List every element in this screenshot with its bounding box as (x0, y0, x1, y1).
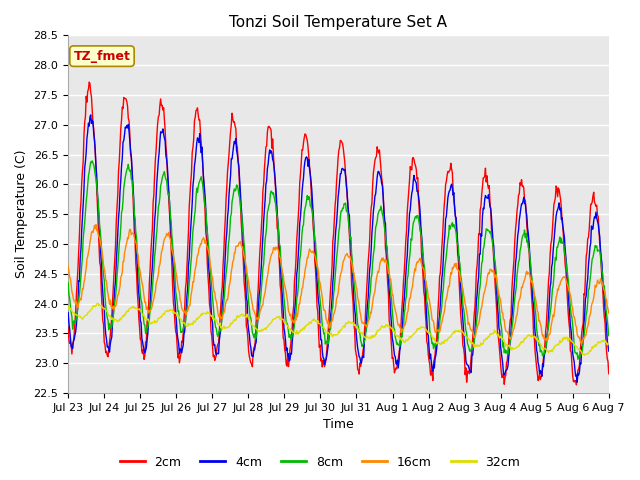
Text: TZ_fmet: TZ_fmet (74, 49, 131, 63)
Title: Tonzi Soil Temperature Set A: Tonzi Soil Temperature Set A (230, 15, 447, 30)
Legend: 2cm, 4cm, 8cm, 16cm, 32cm: 2cm, 4cm, 8cm, 16cm, 32cm (115, 451, 525, 474)
Y-axis label: Soil Temperature (C): Soil Temperature (C) (15, 150, 28, 278)
X-axis label: Time: Time (323, 419, 354, 432)
